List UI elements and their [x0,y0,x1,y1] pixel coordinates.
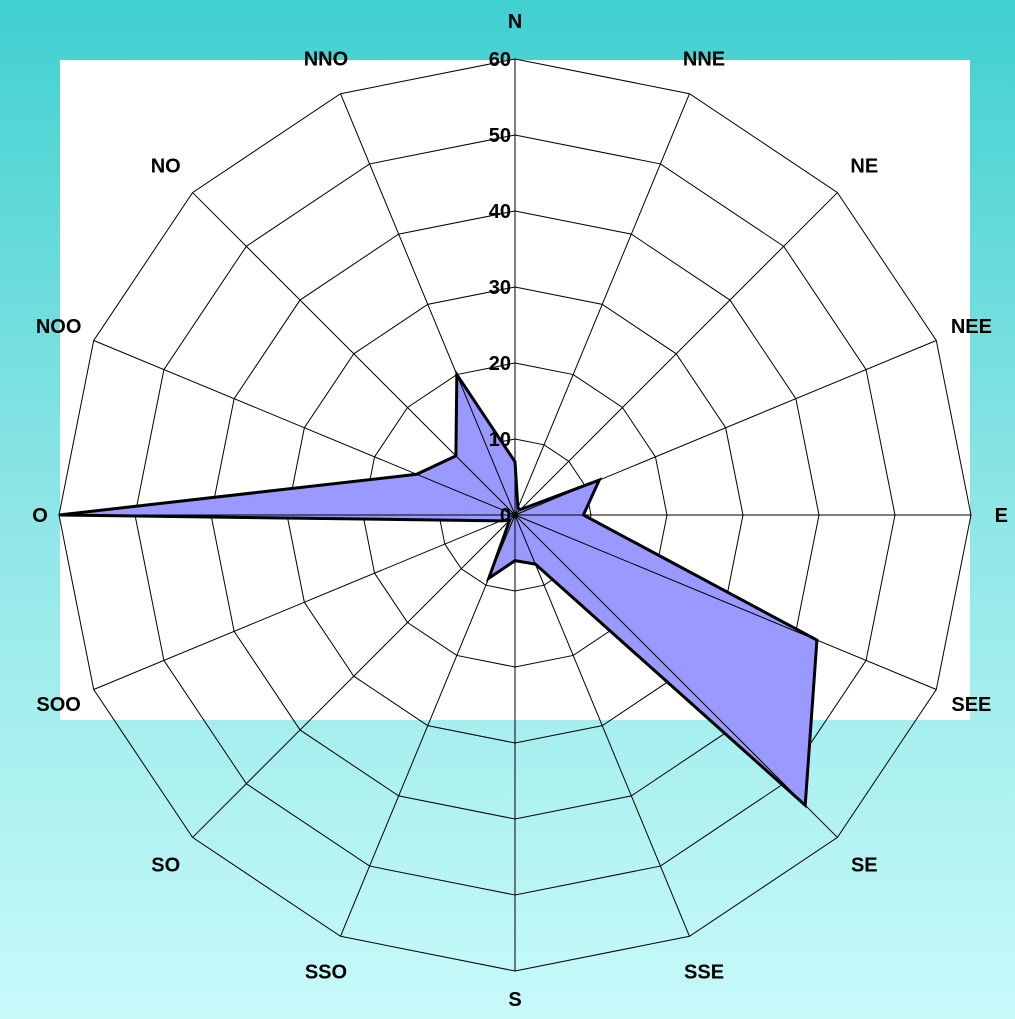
tick-label-30: 30 [489,277,511,299]
category-label-noo: NOO [36,316,82,338]
spoke-so [192,514,516,838]
data-point-se [514,514,806,806]
category-label-e: E [995,505,1008,527]
category-label-sso: SSO [305,961,347,983]
category-label-sse: SSE [684,961,724,983]
data-point-nee [514,479,600,516]
tick-label-60: 60 [489,49,511,71]
category-label-n: N [508,11,522,33]
data-point-nno [456,374,516,516]
spoke-sso [340,514,516,937]
tick-label-10: 10 [489,429,511,451]
tick-label-20: 20 [489,353,511,375]
category-label-o: O [32,505,48,527]
category-label-see: SEE [951,694,991,716]
category-label-se: SE [851,854,878,876]
data-point-noo [416,473,516,516]
data-point-no [455,455,516,516]
data-point-sso [488,514,516,579]
category-labels: N NNE NE NEE E SEE SE SSE S SSO SO SOO O NOO NO NNO [32,11,1008,1011]
data-point-see [514,514,818,641]
category-label-nno: NNO [304,49,348,71]
data-point-soo [500,514,516,522]
spoke-sse [514,514,690,937]
category-label-no: NO [151,156,181,178]
category-label-so: SO [151,854,180,876]
spoke-nne [514,93,690,516]
radar-grid [58,58,972,972]
tick-label-0: 0 [500,505,511,527]
tick-label-40: 40 [489,201,511,223]
spoke-ne [514,192,838,516]
category-label-soo: SOO [36,694,80,716]
category-label-s: S [508,989,521,1011]
radial-tick-labels: 0 10 20 30 40 50 60 [489,49,511,527]
category-label-nee: NEE [951,316,992,338]
category-label-nne: NNE [683,49,725,71]
data-point-sse [514,514,536,565]
tick-label-50: 50 [489,125,511,147]
spoke-soo [93,514,516,690]
category-label-ne: NE [850,156,878,178]
series-layer [58,369,819,809]
